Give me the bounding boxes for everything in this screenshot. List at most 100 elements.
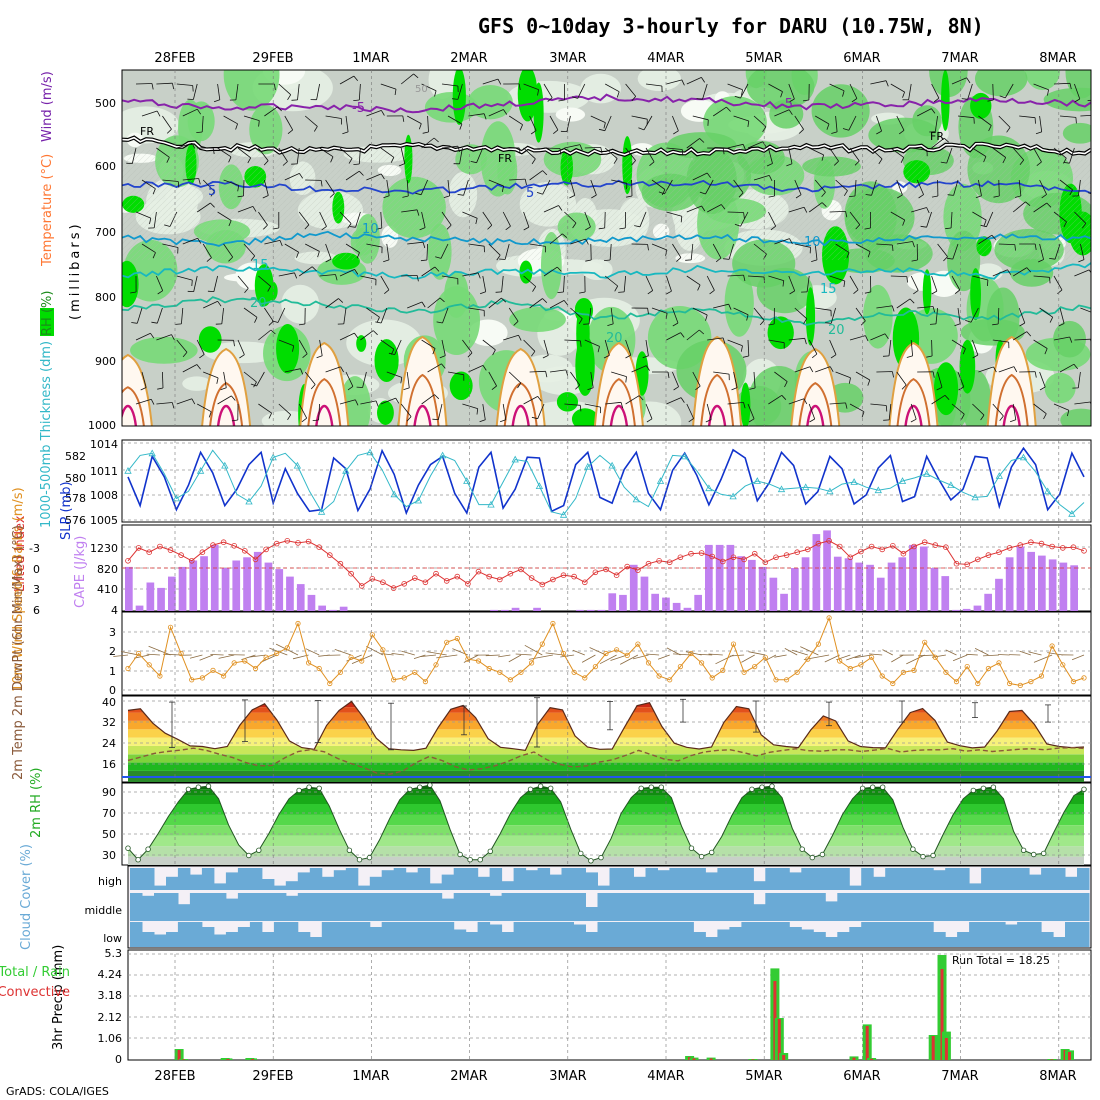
- wind-barb: [476, 147, 484, 163]
- cloud-high-bar: [969, 883, 982, 890]
- wind-barb-flag: [157, 387, 164, 390]
- cloud-middle-bar: [213, 893, 227, 921]
- contour-label-15: 15: [252, 258, 269, 273]
- wind-barb: [1018, 179, 1022, 196]
- wind-speed-point: [624, 652, 630, 659]
- surface-wind-barb: [918, 654, 936, 657]
- temperature-line: [127, 700, 1085, 752]
- surface-wind-barb: [420, 654, 437, 657]
- rh-point: [759, 784, 765, 790]
- cloud-high-bar: [693, 868, 706, 890]
- wind-barb-flag: [734, 223, 741, 227]
- wind-barb: [645, 403, 653, 419]
- rh-point: [457, 851, 463, 858]
- wind-barb-flag: [975, 195, 982, 199]
- wind-barb-flag: [634, 225, 641, 228]
- thickness-point: [898, 477, 907, 484]
- wind-barb-flag: [742, 144, 746, 150]
- wind-barb-flag: [231, 419, 238, 422]
- wind-barb-flag: [658, 191, 665, 195]
- rh-point: [477, 857, 483, 863]
- wind-barb: [543, 83, 553, 98]
- rh-point: [417, 784, 423, 790]
- cloud-high-bar: [657, 870, 670, 890]
- cloud-high-bar: [957, 868, 970, 890]
- wind-barb-flag: [300, 368, 304, 375]
- surface-wind-barb: [748, 651, 766, 656]
- cape-bar: [984, 593, 992, 611]
- cloud-high-bar: [921, 868, 934, 890]
- cloud-high-bar: [825, 868, 838, 890]
- wind-barb-flag: [198, 178, 201, 185]
- temp-2m-panel: 40 32 24 16 2m Temp 2m DewPt (6hr Min/Ma…: [11, 525, 1092, 783]
- precip-convective-bar: [931, 1036, 935, 1060]
- rh-saturated-core: [574, 297, 594, 323]
- lifted-index-point: [868, 543, 875, 550]
- wind-speed-point: [444, 639, 450, 645]
- wind-barb-flag: [999, 95, 1006, 99]
- wind-barb: [998, 179, 1000, 197]
- wind-barb: [643, 115, 653, 131]
- cloud-middle-bar: [1041, 893, 1054, 921]
- wind-barb-flag: [416, 209, 420, 216]
- cloud-low-bar: [154, 934, 167, 947]
- cloud-high-bar: [489, 868, 503, 890]
- wind-barb-flag: [267, 286, 272, 292]
- temp-band: [128, 745, 1084, 755]
- wind-barb-flag: [503, 109, 508, 115]
- cape-bar: [135, 605, 144, 611]
- cloud-cover-panel: high middle low Cloud Cover (%): [19, 844, 1092, 950]
- wind-speed-point: [773, 677, 779, 683]
- wind-barb: [890, 147, 904, 158]
- wind-barb: [543, 147, 561, 149]
- wind-barb-flag: [575, 384, 580, 390]
- boundary-layer-core: [413, 404, 432, 426]
- wind-barb-flag: [373, 330, 378, 336]
- wind-barb: [747, 275, 765, 278]
- lifted-index-point: [730, 554, 737, 561]
- cloud-low-bar: [429, 922, 443, 947]
- wind-speed-point: [1017, 682, 1023, 689]
- wind-barb: [176, 83, 193, 86]
- cloud-low-bar: [261, 932, 275, 947]
- boundary-layer-core: [609, 404, 629, 426]
- wind-barb: [584, 211, 591, 228]
- contour-label-15: 15: [820, 282, 837, 297]
- wind-speed-point: [900, 669, 907, 675]
- lifted-index-point: [645, 560, 652, 567]
- wind-barb-flag: [298, 323, 305, 326]
- contour-label-20: 20: [606, 331, 623, 346]
- cloud-high-bar: [453, 868, 467, 890]
- cloud-low-bar: [693, 932, 706, 947]
- cape-bar: [887, 562, 896, 611]
- lifted-index-point: [943, 544, 949, 550]
- wind-barb-flag: [446, 224, 452, 230]
- wind-barb-flag: [558, 99, 565, 102]
- cloud-low-bar: [393, 922, 407, 947]
- wind-barb-flag: [943, 137, 949, 143]
- wind-barb: [986, 211, 994, 227]
- wind-barb-flag: [394, 89, 397, 96]
- wind-barb-flag: [901, 384, 907, 390]
- wind-barb: [440, 243, 449, 259]
- cloud-high-bar: [477, 876, 491, 890]
- wind-barb-flag: [607, 323, 614, 326]
- wind-barb-flag: [618, 291, 625, 293]
- cloud-high-bar: [309, 868, 323, 890]
- wind-barb-flag: [542, 355, 549, 359]
- wind-barb: [926, 211, 932, 228]
- wind-barb-flag: [150, 333, 155, 339]
- wind-barb: [523, 83, 539, 90]
- wind-barb: [503, 334, 519, 341]
- wind-barb: [488, 109, 504, 117]
- wind-barb: [768, 339, 785, 344]
- wind-barb: [523, 396, 538, 405]
- wind-barb-flag: [680, 397, 685, 403]
- rh-moist-patch: [863, 284, 893, 349]
- wind-barb-flag: [562, 233, 568, 239]
- rh-point: [980, 785, 987, 791]
- wind-barb: [584, 339, 600, 347]
- rh-point: [658, 784, 664, 790]
- wind-barb: [931, 83, 940, 99]
- surface-wind-barb: [113, 654, 129, 657]
